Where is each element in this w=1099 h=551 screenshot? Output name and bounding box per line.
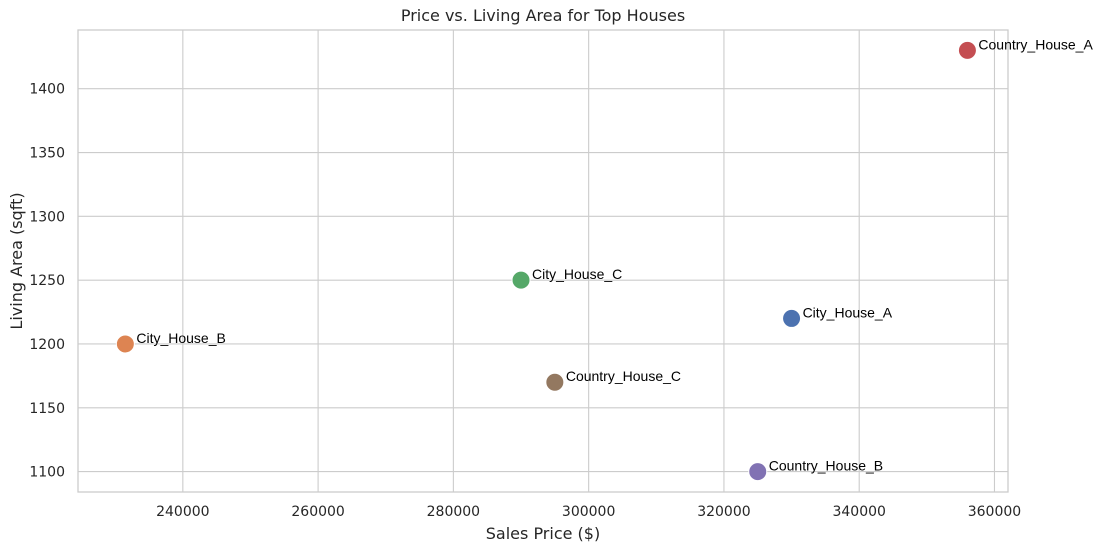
x-tick-label: 260000 [291,504,344,520]
data-point [957,40,977,60]
x-tick-label: 320000 [697,504,750,520]
data-point [115,334,135,354]
point-label: City_House_B [136,330,226,346]
x-tick-label: 360000 [968,504,1021,520]
point-label: Country_House_C [566,368,681,384]
point-label: City_House_A [803,304,893,320]
x-tick-label: 300000 [562,504,615,520]
plot-frame [77,29,1009,493]
y-tick-label: 1350 [29,146,65,162]
data-point [748,462,768,482]
x-tick-label: 240000 [156,504,209,520]
x-tick-labels: 240000 260000 280000 300000 320000 340000 3600… [156,504,1021,520]
y-tick-label: 1250 [29,273,65,289]
y-tick-label: 1400 [29,82,65,98]
y-tick-label: 1150 [29,401,65,417]
grid-layer [78,30,1008,492]
y-tick-labels: 1100 1150 1200 1250 1300 1350 1400 [29,82,65,481]
data-point [511,270,531,290]
x-axis-label: Sales Price ($) [486,524,600,543]
y-tick-label: 1100 [29,465,65,481]
y-tick-label: 1300 [29,209,65,225]
point-labels: City_House_A City_House_B City_House_C Coun… [136,36,1093,473]
chart-title: Price vs. Living Area for Top Houses [401,6,685,25]
data-points [115,40,977,482]
point-label: Country_House_B [769,458,883,474]
y-axis-label: Living Area (sqft) [7,192,26,329]
data-point [545,372,565,392]
y-tick-label: 1200 [29,337,65,353]
point-label: Country_House_A [978,36,1093,52]
x-tick-label: 280000 [427,504,480,520]
x-tick-label: 340000 [832,504,885,520]
data-point [782,308,802,328]
point-label: City_House_C [532,266,622,282]
